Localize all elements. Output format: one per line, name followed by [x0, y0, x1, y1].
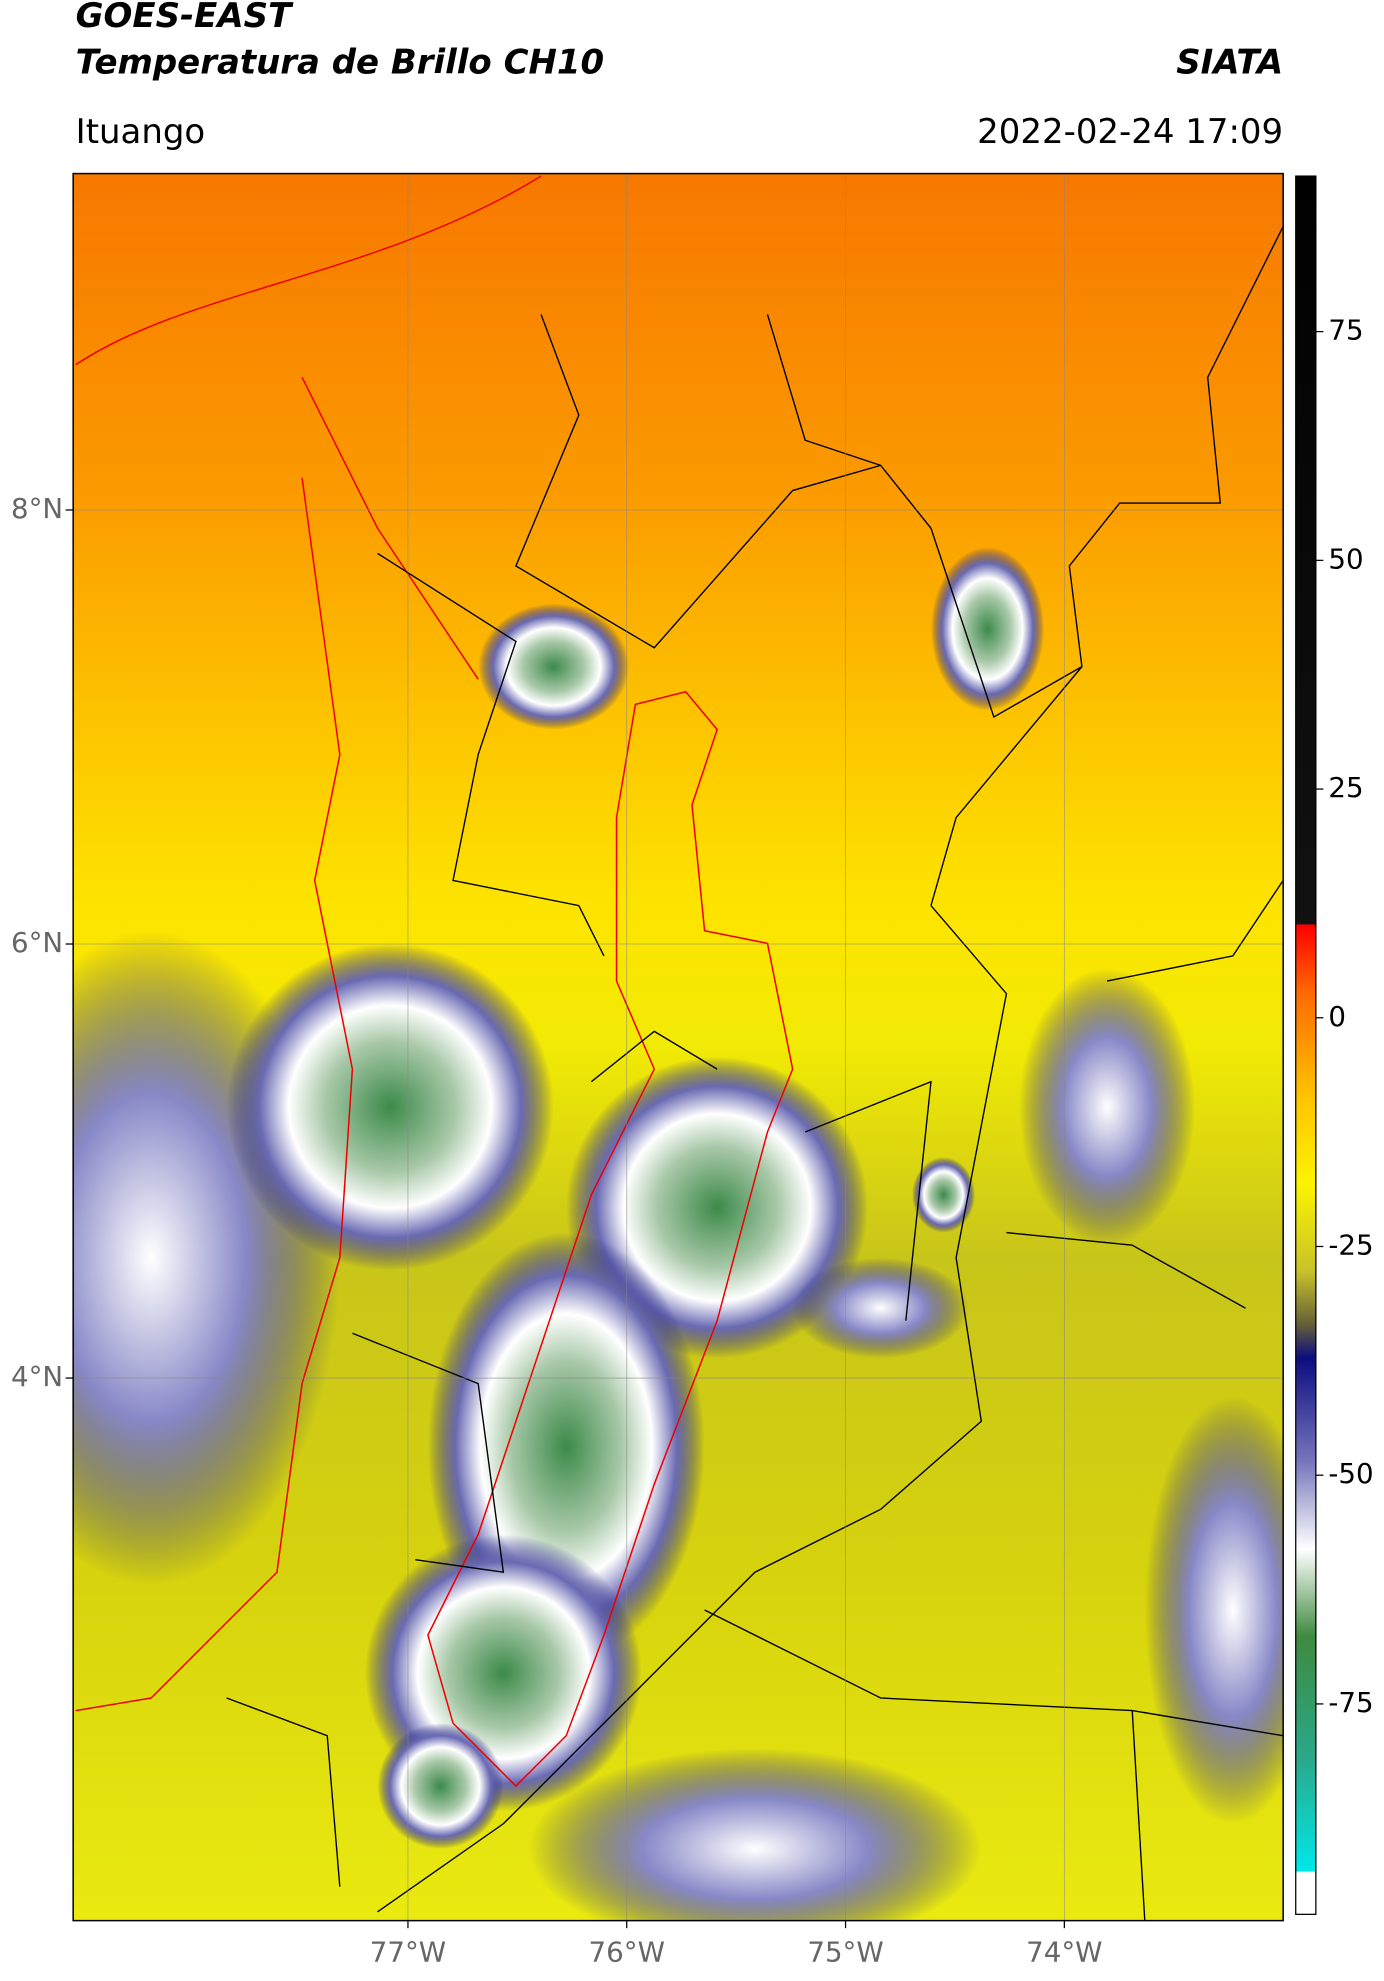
lon-label: 76°W	[589, 1935, 665, 1968]
subtitle: Temperatura de Brillo CH10	[76, 43, 604, 83]
colorbar-label: 50	[1328, 542, 1363, 575]
map-image	[73, 173, 1284, 1921]
lon-label: 77°W	[370, 1935, 446, 1968]
lat-label: 6°N	[11, 926, 63, 959]
colorbar-label: -25	[1328, 1228, 1373, 1261]
lon-label: 74°W	[1026, 1935, 1102, 1968]
colorbar-label: 0	[1328, 1000, 1346, 1033]
title: GOES-EAST	[76, 0, 294, 36]
map-frame	[72, 172, 1284, 1922]
brand: SIATA	[1176, 43, 1283, 83]
lat-label: 8°N	[11, 492, 63, 525]
colorbar-label: -50	[1328, 1457, 1373, 1490]
colorbar-label: -75	[1328, 1686, 1373, 1719]
lon-label: 75°W	[807, 1935, 883, 1968]
colorbar-label: 75	[1328, 314, 1363, 347]
lat-label: 4°N	[11, 1360, 63, 1393]
colorbar-ticks: 75 50 25 0 -25 -50 -75	[1315, 314, 1374, 1719]
colorbar-label: 25	[1328, 771, 1363, 804]
map-grid: 77°W 76°W 75°W 74°W 8°N 6°N 4°N	[11, 173, 1284, 1968]
colorbar	[1295, 175, 1317, 1915]
location: Ituango	[76, 112, 206, 152]
datetime: 2022-02-24 17:09	[977, 112, 1283, 152]
